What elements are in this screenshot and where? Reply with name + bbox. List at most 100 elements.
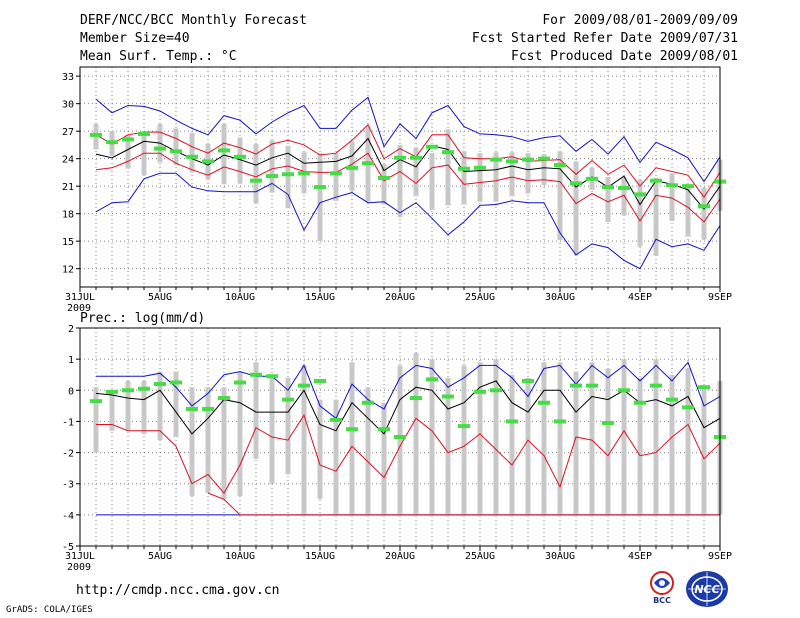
ensemble-box [477,153,483,202]
observed-marker [634,192,646,197]
ensemble-box [637,179,643,247]
observed-marker [538,400,550,405]
observed-marker [346,165,358,170]
observed-marker [170,380,182,385]
ensemble-box [397,365,403,515]
ensemble-box [413,352,419,515]
ensemble-box [525,153,531,194]
observed-marker [186,154,198,159]
observed-marker [218,148,230,153]
x-tick-label: 15AUG [305,292,335,303]
ensemble-box [381,402,387,515]
series-max-line [96,361,721,420]
observed-marker [298,171,310,176]
ensemble-box [221,123,227,185]
y-tick-label: 18 [62,210,74,221]
observed-marker [378,175,390,180]
y-tick-label: -4 [62,511,74,522]
ensemble-box [125,380,131,431]
y-tick-label: 24 [62,155,74,166]
ensemble-box [685,184,691,237]
observed-marker [570,383,582,388]
y-tick-label: 30 [62,100,74,111]
observed-marker [330,171,342,176]
ensemble-box [557,362,563,515]
observed-marker [346,427,358,432]
ensemble-box [541,362,547,515]
observed-marker [522,378,534,383]
observed-marker [682,405,694,410]
y-tick-label: 15 [62,237,74,248]
x-tick-label: 10AUG [225,551,255,562]
ensemble-box [365,387,371,515]
x-tick-label: 4SEP [628,551,652,562]
observed-marker [618,186,630,190]
ensemble-box [429,153,435,210]
observed-marker [458,166,470,171]
observed-marker [506,419,518,424]
fcst-produced-date: Fcst Produced Date 2009/08/01 [511,49,738,64]
bcc-logo: BCC [642,569,682,609]
ensemble-box [205,387,211,494]
ensemble-box [605,368,611,515]
ensemble-box [701,188,707,240]
observed-marker [394,155,406,160]
ensemble-box [381,164,387,205]
x-tick-year-label: 2009 [67,303,91,314]
ensemble-box [557,151,563,241]
observed-marker [442,150,454,155]
observed-marker [138,131,150,136]
y-tick-label: 1 [68,355,74,366]
observed-marker [170,149,182,154]
observed-marker [490,388,502,393]
observed-marker [522,157,534,162]
y-tick-label: 21 [62,182,74,193]
ensemble-box [237,371,243,497]
observed-marker [506,159,518,164]
observed-marker [698,204,710,209]
ensemble-box [317,399,323,500]
ensemble-box [333,153,339,201]
observed-marker [394,435,406,439]
observed-marker [282,397,294,402]
observed-marker [474,389,486,394]
x-tick-label: 30AUG [545,292,575,303]
y-tick-label: -1 [62,417,74,428]
ensemble-box [541,154,547,186]
x-tick-label: 25AUG [465,551,495,562]
ensemble-box [125,134,131,169]
observed-marker [154,382,166,387]
observed-marker [330,417,342,422]
y-tick-label: 33 [62,72,74,83]
ensemble-box [477,362,483,515]
observed-marker [106,140,118,145]
observed-marker [666,397,678,402]
member-size: Member Size=40 [80,31,190,46]
observed-marker [586,176,598,181]
observed-marker [138,386,150,391]
y-tick-label: 12 [62,265,74,276]
observed-marker [538,156,550,161]
observed-marker [266,174,278,179]
series-p25-line [96,414,721,494]
ensemble-box [109,390,115,431]
x-tick-label: 30AUG [545,551,575,562]
series-red-low-line [207,492,720,516]
ensemble-box [573,161,579,255]
ensemble-box [397,144,403,218]
observed-marker [266,374,278,379]
ensemble-box [685,368,691,515]
fcst-started-date: Fcst Started Refer Date 2009/07/31 [471,31,738,46]
observed-marker [362,400,374,405]
observed-marker [234,380,246,385]
ensemble-box [669,173,675,221]
ensemble-box [317,153,323,242]
ensemble-box [253,362,259,459]
ensemble-box [285,145,291,209]
observed-marker [202,159,214,164]
source-url[interactable]: http://cmdp.ncc.cma.gov.cn [76,583,280,598]
ensemble-box [413,147,419,197]
observed-marker [314,378,326,383]
observed-marker [554,163,566,168]
